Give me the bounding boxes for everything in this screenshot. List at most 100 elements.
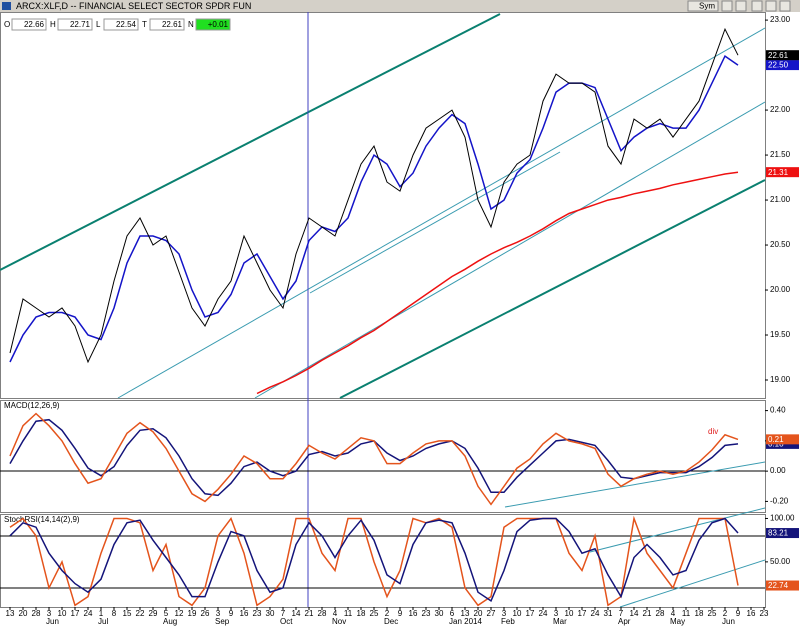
month-label: Mar [553,617,567,626]
last-value-box [766,434,799,445]
x-tick-label: 1 [99,609,104,618]
x-tick-label: 23 [422,609,431,618]
x-tick-label: 10 [565,609,574,618]
x-tick-label: 17 [526,609,535,618]
x-tick-label: 28 [656,609,665,618]
x-tick-label: 17 [578,609,587,618]
x-tick-label: 18 [695,609,704,618]
macd-label: MACD(12,26,9) [4,401,60,410]
annotation: div [708,427,718,436]
month-label: Jan 2014 [449,617,482,626]
month-label: Nov [332,617,346,626]
series-line [9,517,739,603]
x-tick-label: 20 [474,609,483,618]
field-value: +0.01 [208,20,229,29]
x-tick-label: 11 [682,609,691,618]
x-tick-label: 3 [216,609,221,618]
y-tick-label: 50.00 [770,557,791,566]
x-tick-label: 25 [370,609,379,618]
x-tick-label: 24 [84,609,93,618]
x-tick-label: 25 [708,609,717,618]
month-label: Oct [280,617,293,626]
field-value: 22.66 [24,20,45,29]
channel-line [339,179,766,399]
toolbar-button[interactable] [735,0,747,12]
field-key: L [96,20,101,29]
y-tick-label: 20.00 [770,285,791,294]
series-line [9,515,739,607]
last-value-label: 21.31 [768,168,789,177]
x-tick-label: 15 [123,609,132,618]
last-value-box [766,580,799,591]
x-tick-label: 17 [71,609,80,618]
x-tick-label: 3 [554,609,559,618]
y-tick-label: 0.40 [770,406,786,415]
channel-line [254,101,766,399]
x-tick-label: 19 [188,609,197,618]
x-tick-label: 28 [318,609,327,618]
x-tick-label: 2 [723,609,728,618]
minimize-button[interactable] [751,0,763,12]
x-tick-label: 13 [461,609,470,618]
x-tick-label: 22 [136,609,145,618]
x-tick-label: 7 [281,609,286,618]
macd-panel [0,400,766,513]
field-box [57,18,93,31]
x-tick-label: 9 [229,609,234,618]
last-value-box [766,50,799,61]
x-tick-label: 7 [619,609,624,618]
month-label: Jun [722,617,735,626]
x-tick-label: 6 [450,609,455,618]
sym-label: Sym [699,2,715,11]
x-tick-label: 21 [305,609,314,618]
x-tick-label: 31 [604,609,613,618]
last-value-label: 83.21 [768,529,789,538]
x-tick-label: 20 [19,609,28,618]
x-tick-label: 3 [502,609,507,618]
x-tick-label: 27 [487,609,496,618]
month-label: Aug [163,617,177,626]
x-tick-label: 23 [253,609,262,618]
window-title: ARCX:XLF,D -- FINANCIAL SELECT SECTOR SP… [16,1,251,11]
rsi-trendline [619,559,766,608]
series-line [9,27,739,364]
x-tick-label: 4 [671,609,676,618]
series-line [256,171,739,395]
close-button[interactable] [779,0,791,12]
x-tick-label: 16 [409,609,418,618]
y-tick-label: -0.20 [770,497,789,506]
x-tick-label: 3 [47,609,52,618]
y-tick-label: 21.00 [770,195,791,204]
x-tick-label: 16 [240,609,249,618]
field-key: N [188,20,194,29]
field-key: H [50,20,56,29]
app-icon [2,2,11,10]
last-value-box [766,167,799,178]
field-box [195,18,231,31]
y-tick-label: 0.00 [770,466,786,475]
x-tick-label: 23 [760,609,769,618]
trendlines [0,12,766,608]
x-tick-label: 2 [385,609,390,618]
month-label: Feb [501,617,515,626]
x-tick-label: 9 [398,609,403,618]
x-tick-label: 24 [539,609,548,618]
x-tick-label: 14 [630,609,639,618]
field-key: O [4,20,10,29]
month-label: Jun [46,617,59,626]
last-value-label: 0.21 [768,435,784,444]
x-tick-label: 30 [266,609,275,618]
maximize-button[interactable] [765,0,777,12]
x-tick-label: 14 [292,609,301,618]
x-tick-label: 13 [6,609,15,618]
sym-button[interactable] [687,0,719,12]
x-tick-label: 5 [164,609,169,618]
x-tick-label: 26 [201,609,210,618]
month-label: Sep [215,617,230,626]
toolbar-button[interactable] [721,0,733,12]
last-value-box [766,528,799,539]
field-value: 22.71 [70,20,91,29]
price-panel [0,12,766,399]
